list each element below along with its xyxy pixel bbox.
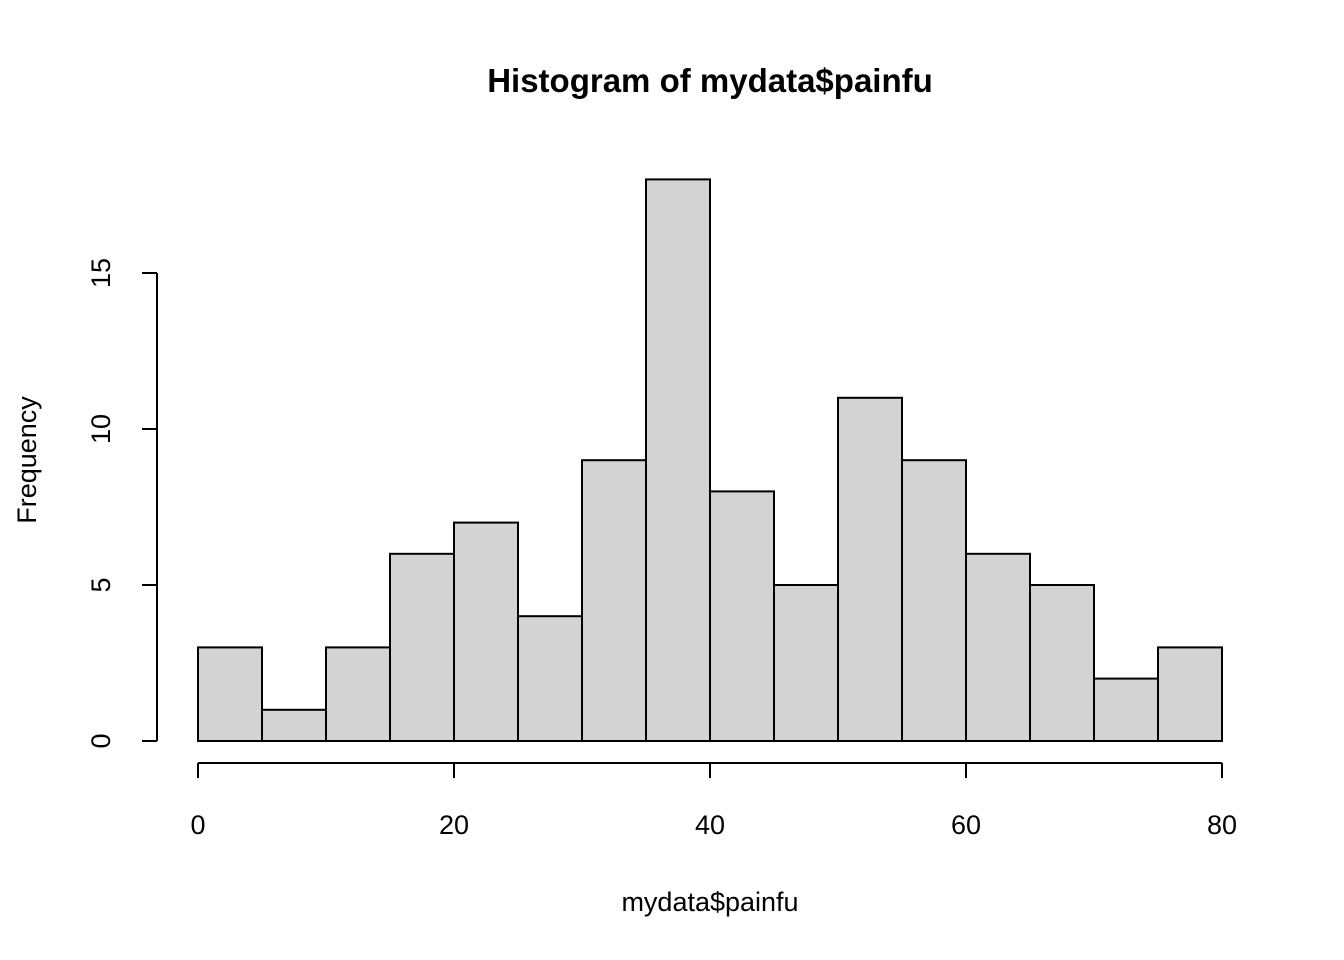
bars-group [197, 178, 1223, 743]
x-tick-label: 60 [951, 810, 981, 840]
y-tick-label: 0 [86, 733, 116, 748]
histogram-bar [1157, 646, 1223, 743]
x-tick-label: 40 [695, 810, 725, 840]
y-tick-label: 15 [86, 258, 116, 288]
histogram-bar [709, 490, 775, 742]
y-axis: 0 5 10 15 [86, 258, 158, 749]
x-tick-label: 0 [190, 810, 205, 840]
histogram-bar [325, 646, 391, 743]
chart-title: Histogram of mydata$painfu [487, 62, 933, 99]
histogram-bar [1029, 584, 1095, 742]
y-tick-label: 5 [86, 577, 116, 592]
x-tick-label: 80 [1207, 810, 1237, 840]
histogram-bar [197, 646, 263, 743]
histogram-bar [453, 521, 519, 742]
y-tick-label: 10 [86, 414, 116, 444]
histogram-bar [645, 178, 711, 742]
x-tick-label: 20 [439, 810, 469, 840]
histogram-bar [389, 552, 455, 742]
histogram-bar [965, 552, 1031, 742]
x-axis-label: mydata$painfu [621, 887, 798, 917]
histogram-bar [901, 459, 967, 742]
histogram-bar [261, 708, 327, 742]
histogram-bar [581, 459, 647, 742]
histogram-bar [517, 615, 583, 743]
histogram-bar [1093, 677, 1159, 742]
histogram-bar [837, 396, 903, 742]
histogram-bar [773, 584, 839, 742]
y-axis-label: Frequency [12, 396, 42, 524]
x-axis: 0 20 40 60 80 [190, 762, 1237, 840]
